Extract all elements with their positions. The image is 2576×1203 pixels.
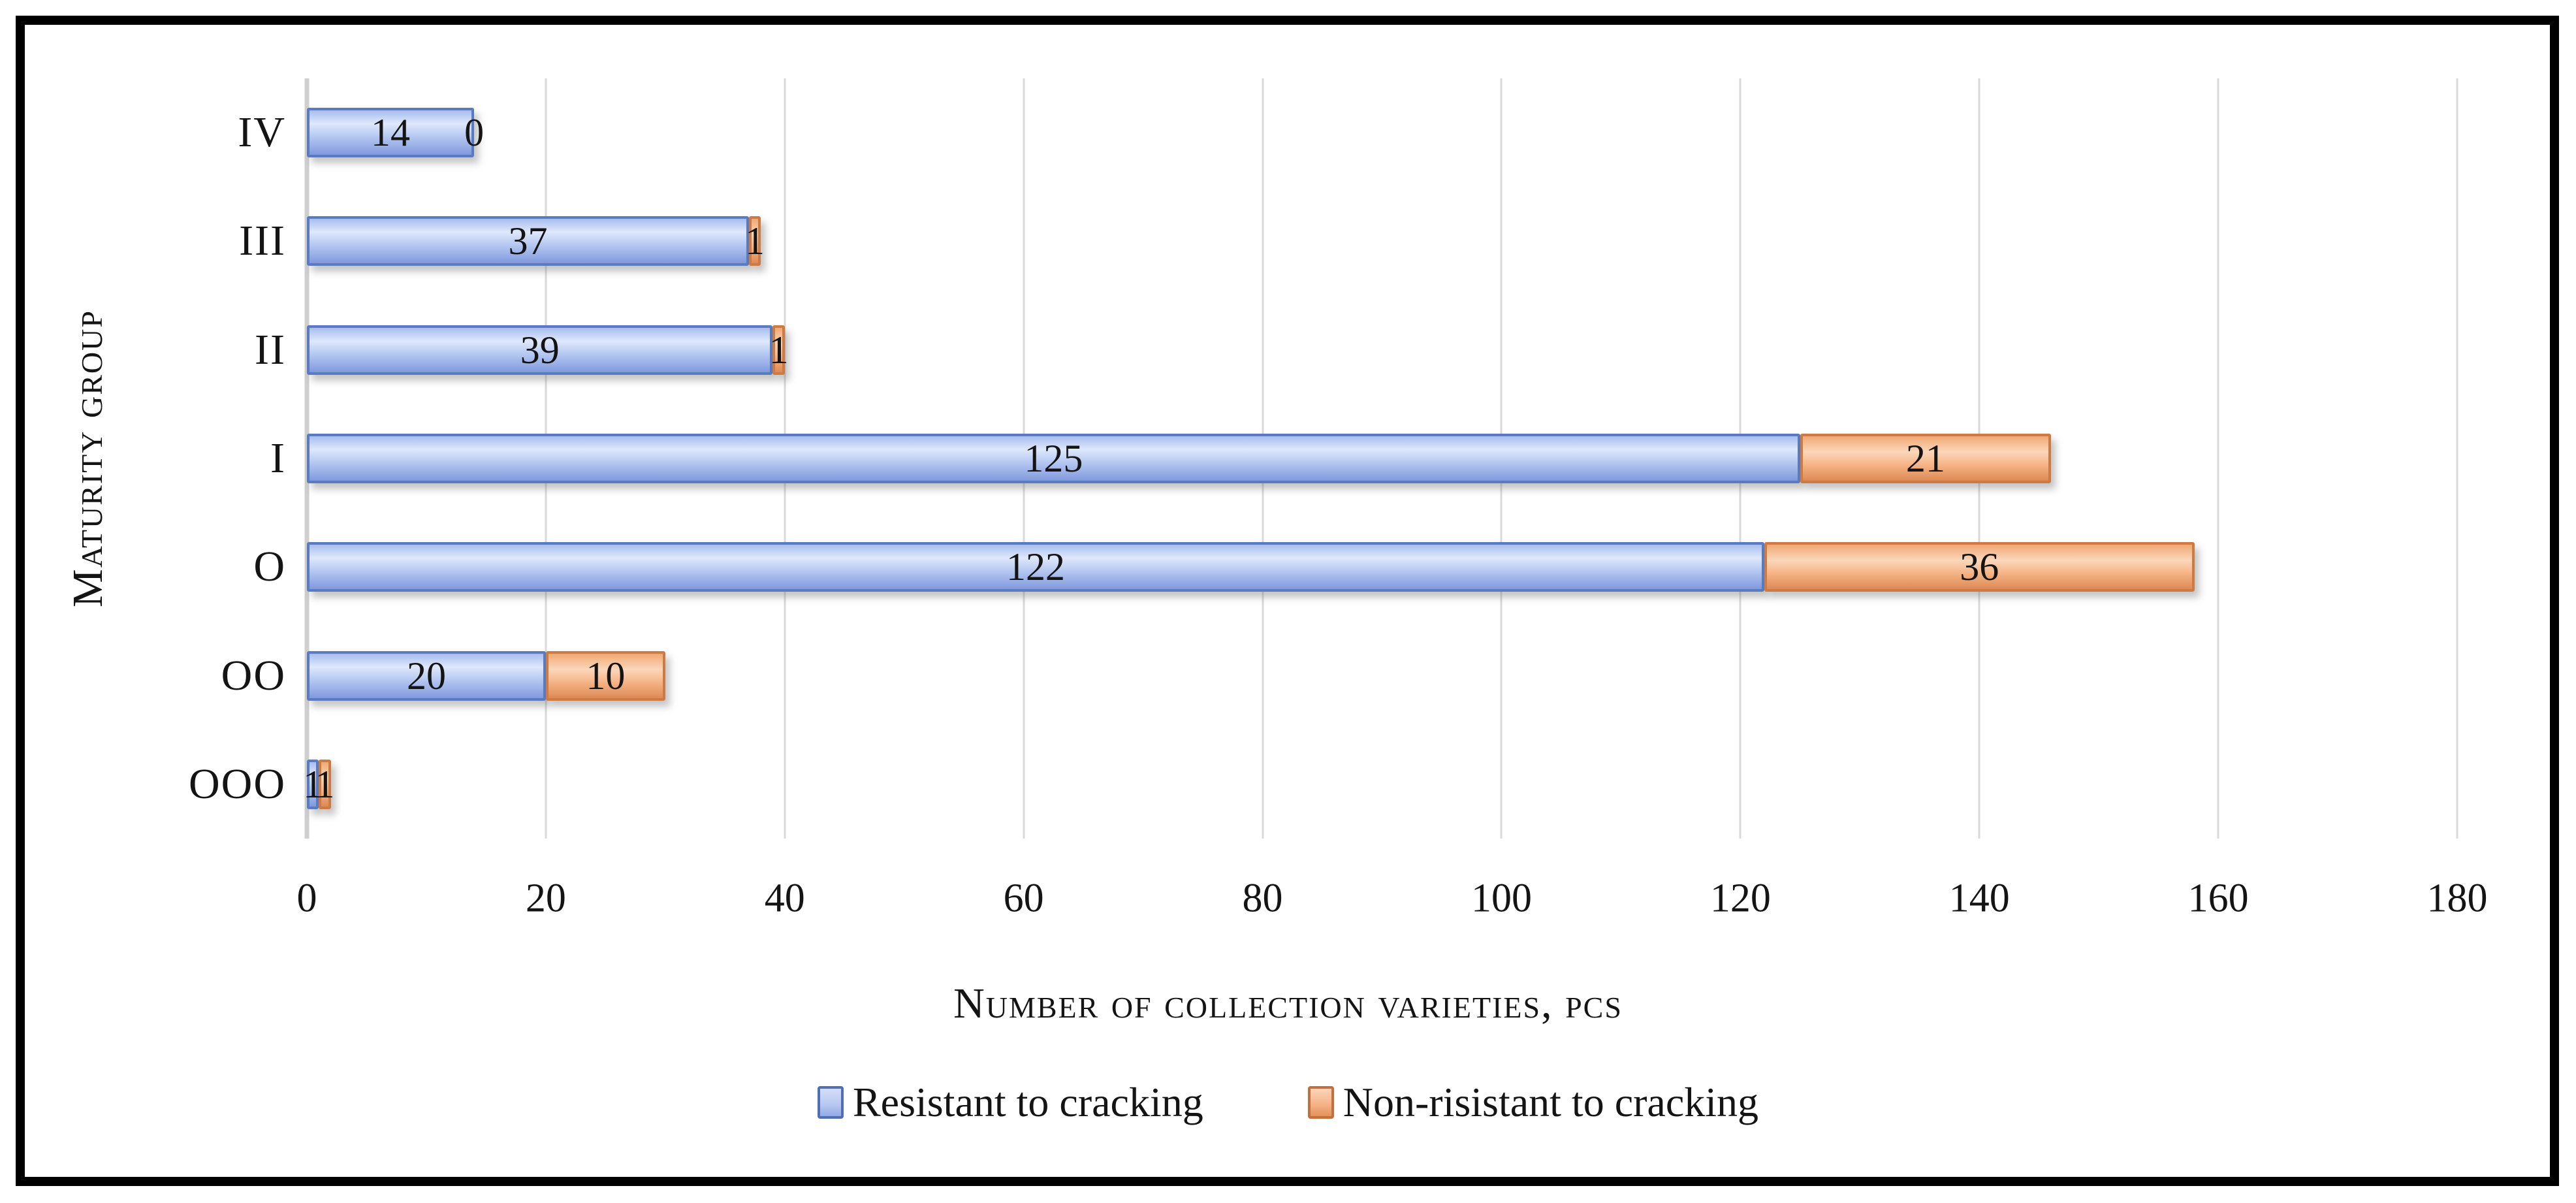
legend: Resistant to cracking Non-risistant to cr… — [0, 1078, 2576, 1127]
x-tick-label: 60 — [1003, 876, 1044, 921]
value-label: 122 — [1006, 545, 1065, 589]
x-tick-label: 100 — [1471, 876, 1532, 921]
value-label: 1 — [315, 762, 335, 806]
figure-frame — [16, 16, 2559, 1186]
bar-segment — [748, 216, 761, 266]
x-axis-title: Number of collection varieties, pcs — [953, 980, 1623, 1027]
category-label: OO — [221, 651, 286, 699]
legend-swatch-icon — [1307, 1086, 1334, 1119]
bar-segment — [545, 650, 665, 701]
plot-area: 14 0 37 1 39 1 125 21 122 36 20 10 1 1 — [303, 78, 2458, 839]
x-tick-label: 120 — [1709, 876, 1771, 921]
legend-label: Non-risistant to cracking — [1343, 1079, 1759, 1125]
category-label: O — [253, 543, 286, 591]
value-label: 39 — [520, 328, 560, 372]
bar-segment — [1764, 542, 2195, 592]
bar-row: 37 1 — [307, 216, 2457, 266]
x-tick-label: 140 — [1948, 876, 2010, 921]
bar-row: 14 0 — [307, 108, 2457, 158]
x-tick-label: 80 — [1242, 876, 1283, 921]
legend-item: Resistant to cracking — [817, 1078, 1203, 1127]
value-label: 1 — [769, 328, 789, 372]
grid-line — [2217, 78, 2219, 839]
category-label: III — [239, 217, 286, 265]
value-label: 36 — [1960, 545, 1999, 589]
bar-segment — [1800, 434, 2051, 483]
bar-segment — [319, 759, 331, 809]
x-tick-label: 40 — [764, 876, 805, 921]
x-tick-label: 160 — [2187, 876, 2249, 921]
bar-row: 122 36 — [307, 542, 2457, 592]
value-label: 37 — [508, 219, 548, 263]
x-tick-label: 20 — [525, 876, 566, 921]
value-label: 20 — [406, 654, 446, 698]
bar-segment — [307, 542, 1764, 592]
x-tick-label: 180 — [2426, 876, 2488, 921]
legend-label: Resistant to cracking — [852, 1079, 1203, 1125]
value-label: 1 — [745, 219, 765, 263]
bar-segment — [307, 325, 773, 375]
legend-swatch-icon — [817, 1086, 844, 1119]
value-label: 0 — [464, 111, 485, 155]
bar-segment — [772, 325, 785, 375]
x-tick-label: 0 — [296, 876, 317, 921]
legend-item: Non-risistant to cracking — [1307, 1078, 1759, 1127]
grid-line — [2456, 78, 2458, 839]
category-label: I — [270, 434, 286, 482]
bar-segment — [307, 759, 319, 809]
category-label: II — [255, 325, 286, 374]
value-label: 14 — [371, 111, 411, 155]
bar-row: 20 10 — [307, 650, 2457, 701]
bar-segment — [307, 216, 749, 266]
bar-segment — [307, 650, 546, 701]
value-label: 10 — [586, 654, 626, 698]
bar-row: 125 21 — [307, 434, 2457, 483]
value-label: 125 — [1024, 437, 1083, 480]
category-label: OOO — [189, 760, 286, 808]
bar-row: 39 1 — [307, 325, 2457, 375]
value-label: 21 — [1905, 437, 1945, 480]
bar-segment — [307, 434, 1800, 483]
bar-segment — [307, 108, 475, 158]
category-label: IV — [238, 108, 286, 157]
